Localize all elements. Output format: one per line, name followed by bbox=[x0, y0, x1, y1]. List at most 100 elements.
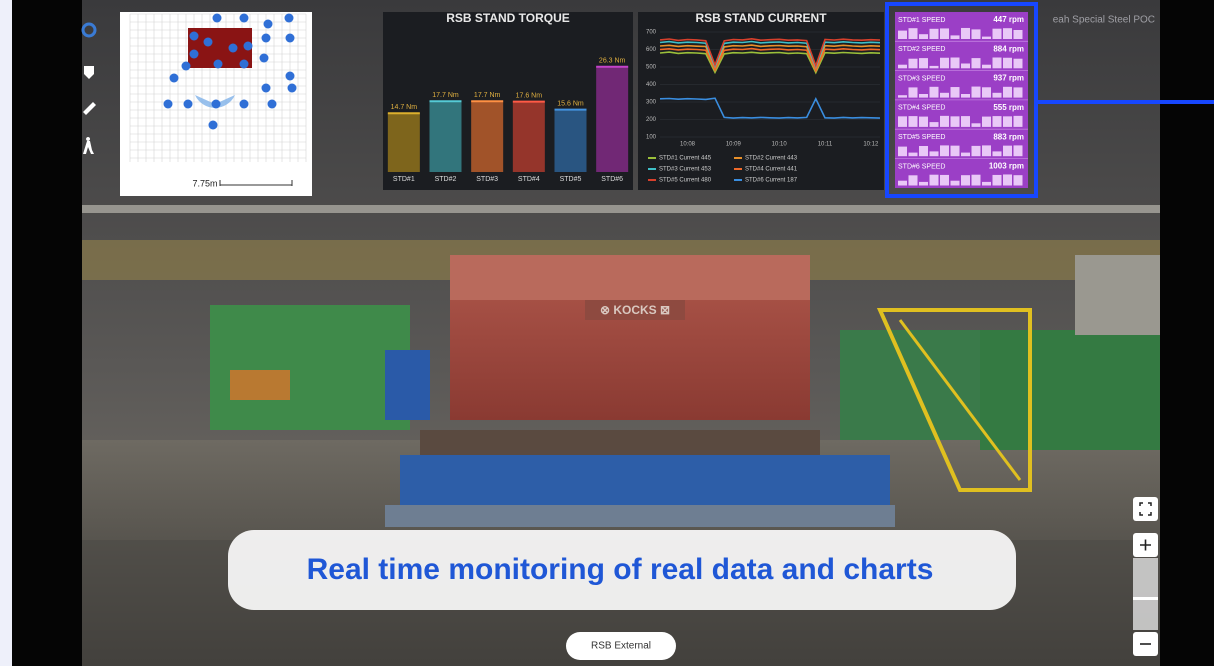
legend-label: STD#3 Current 453 bbox=[659, 167, 712, 173]
speed-panel: STD#1 SPEED 447 rpm STD#2 SPEED 884 rpm STD#… bbox=[895, 12, 1028, 188]
x-tick-label: STD#2 bbox=[435, 176, 457, 183]
spark-bar bbox=[940, 115, 949, 127]
spark-bar bbox=[898, 95, 907, 98]
zoom-handle[interactable] bbox=[1133, 597, 1158, 600]
scene-button[interactable] bbox=[566, 632, 676, 660]
current-panel: RSB STAND CURRENT 100 200 300 400 500 600 700 1… bbox=[638, 11, 884, 190]
series-line bbox=[659, 47, 881, 73]
waypoint bbox=[285, 33, 295, 43]
spark-bar bbox=[961, 27, 970, 39]
speed-value: 937 rpm bbox=[993, 74, 1024, 83]
speed-value: 883 rpm bbox=[993, 132, 1024, 141]
speed-value: 555 rpm bbox=[993, 103, 1024, 112]
waypoint bbox=[211, 99, 221, 109]
spark-bar bbox=[950, 116, 960, 127]
waypoint bbox=[181, 61, 191, 71]
speed-value: 884 rpm bbox=[993, 44, 1024, 53]
bar bbox=[471, 101, 504, 172]
bar bbox=[596, 66, 629, 172]
nav-icon[interactable] bbox=[81, 22, 97, 38]
waypoint bbox=[267, 99, 277, 109]
fullscreen-icon bbox=[1139, 502, 1152, 516]
y-tick-label: 300 bbox=[646, 100, 657, 106]
spark-bar bbox=[950, 57, 960, 69]
chart-title: RSB STAND TORQUE bbox=[446, 11, 570, 25]
x-tick-label: 10:10 bbox=[772, 142, 788, 148]
bar bbox=[512, 101, 545, 172]
speed-label: STD#4 SPEED bbox=[898, 105, 945, 112]
waypoint bbox=[239, 59, 249, 69]
spark-bar bbox=[1003, 57, 1012, 69]
spark-bar bbox=[982, 64, 991, 69]
bar bbox=[554, 109, 587, 172]
watermark: eah Special Steel POC bbox=[1053, 15, 1155, 26]
value-label: 15.6 Nm bbox=[557, 100, 584, 107]
value-label: 14.7 Nm bbox=[391, 104, 418, 111]
legend-label: STD#5 Current 480 bbox=[659, 178, 712, 184]
spark-bar bbox=[929, 86, 939, 98]
spark-bar bbox=[1003, 145, 1012, 157]
value-label: 17.7 Nm bbox=[474, 92, 501, 99]
spark-bar bbox=[1013, 30, 1023, 39]
spark-bar bbox=[992, 151, 1002, 157]
spark-bar bbox=[992, 116, 1002, 127]
spark-bar bbox=[1003, 28, 1012, 39]
spark-bar bbox=[961, 94, 970, 98]
spark-bar bbox=[929, 28, 939, 39]
waypoint bbox=[239, 13, 249, 23]
waypoint bbox=[259, 53, 269, 63]
speed-label: STD#5 SPEED bbox=[898, 134, 945, 141]
sidebar bbox=[81, 22, 97, 154]
spark-bar bbox=[971, 174, 981, 186]
spark-bar bbox=[950, 145, 960, 157]
legend-label: STD#4 Current 441 bbox=[745, 167, 798, 173]
spark-bar bbox=[898, 146, 907, 157]
spark-bar bbox=[929, 174, 939, 186]
view-cone bbox=[195, 95, 235, 108]
spark-bar bbox=[919, 58, 928, 69]
spark-bar bbox=[940, 57, 949, 69]
spark-bar bbox=[961, 116, 970, 127]
waypoints bbox=[163, 13, 297, 130]
y-tick-label: 100 bbox=[646, 135, 657, 141]
spark-bar bbox=[898, 30, 907, 39]
spark-bar bbox=[940, 28, 949, 39]
x-tick-label: STD#6 bbox=[601, 176, 623, 183]
caption-pill bbox=[228, 530, 1016, 610]
spark-bar bbox=[961, 152, 970, 157]
minimap[interactable]: 7.75m bbox=[120, 12, 312, 196]
spark-bar bbox=[908, 116, 918, 127]
speed-label: STD#3 SPEED bbox=[898, 75, 945, 82]
x-tick-label: 10:08 bbox=[680, 142, 696, 148]
zoom-slider[interactable] bbox=[1133, 558, 1158, 630]
series-line bbox=[659, 44, 881, 72]
waypoint bbox=[169, 73, 179, 83]
fullscreen-button[interactable] bbox=[1133, 497, 1158, 521]
spark-bar bbox=[908, 152, 918, 157]
waypoint bbox=[287, 83, 297, 93]
x-tick-label: 10:09 bbox=[726, 142, 742, 148]
spark-bar bbox=[971, 58, 981, 69]
spark-bar bbox=[971, 29, 981, 39]
scene-button-label[interactable]: RSB External bbox=[591, 641, 651, 652]
waypoint bbox=[212, 13, 222, 23]
plus-icon bbox=[1140, 539, 1151, 551]
value-label: 26.3 Nm bbox=[599, 58, 626, 65]
scale-label: 7.75m bbox=[192, 178, 217, 188]
waypoint bbox=[261, 83, 271, 93]
legend-label: STD#1 Current 445 bbox=[659, 156, 712, 162]
x-tick-label: 10:11 bbox=[818, 142, 833, 148]
shield-icon[interactable] bbox=[84, 66, 94, 79]
measure-icon[interactable] bbox=[83, 102, 96, 115]
torque-panel: RSB STAND TORQUE 14.7 Nm STD#1 17.7 Nm STD#… bbox=[383, 11, 633, 190]
speed-value: 447 rpm bbox=[993, 15, 1024, 24]
series-line bbox=[659, 37, 881, 68]
spark-bar bbox=[898, 180, 907, 186]
panel-bg bbox=[383, 12, 633, 190]
spark-bar bbox=[992, 92, 1002, 98]
spark-bar bbox=[950, 87, 960, 98]
walk-icon[interactable] bbox=[83, 137, 94, 154]
y-tick-label: 600 bbox=[646, 47, 657, 53]
